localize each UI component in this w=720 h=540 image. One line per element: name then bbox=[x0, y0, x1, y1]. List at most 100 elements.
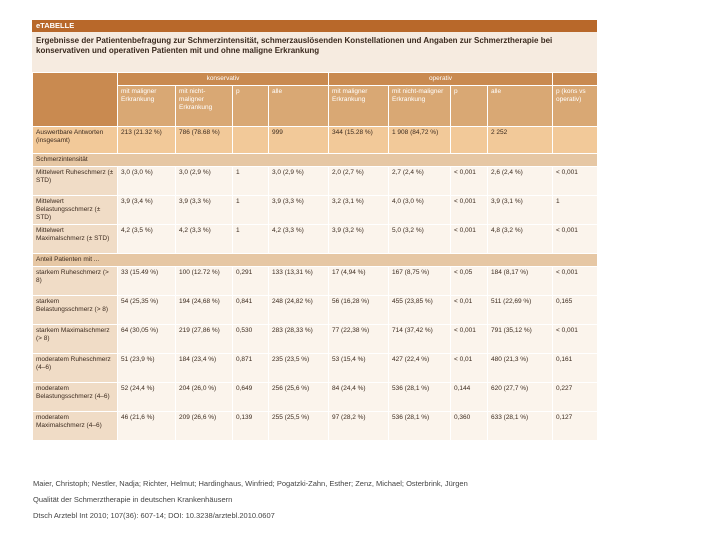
cell: < 0,001 bbox=[450, 195, 488, 225]
cell: < 0,05 bbox=[450, 266, 488, 296]
cell bbox=[552, 126, 597, 154]
cell: 0,139 bbox=[232, 411, 269, 441]
data-row: Mittelwert Belastungsschmerz (± STD) 3,9 … bbox=[32, 195, 597, 225]
row-label: Auswertbare Antworten (insgesamt) bbox=[32, 126, 118, 154]
group-header-row: konservativ operativ bbox=[32, 72, 597, 127]
data-row: moderatem Belastungsschmerz (4–6) 52 (24,… bbox=[32, 382, 597, 412]
row-label: Mittelwert Maximalschmerz (± STD) bbox=[32, 224, 118, 254]
cell: 536 (28,1 %) bbox=[388, 411, 451, 441]
cell: 1 bbox=[232, 166, 269, 196]
cell: 2,7 (2,4 %) bbox=[388, 166, 451, 196]
cell: 17 (4,94 %) bbox=[328, 266, 389, 296]
section-row: Anteil Patienten mit ... bbox=[32, 253, 597, 267]
data-row: moderatem Ruheschmerz (4–6) 51 (23,9 %) 18… bbox=[32, 353, 597, 383]
data-row: moderatem Maximalschmerz (4–6) 46 (21,6 %… bbox=[32, 411, 597, 441]
cell: 53 (15,4 %) bbox=[328, 353, 389, 383]
cell: < 0,001 bbox=[552, 166, 597, 196]
cell: 4,2 (3,5 %) bbox=[117, 224, 176, 254]
cell: 0,649 bbox=[232, 382, 269, 412]
cell: 0,530 bbox=[232, 324, 269, 354]
cell: < 0,01 bbox=[450, 353, 488, 383]
cell: 46 (21,6 %) bbox=[117, 411, 176, 441]
citation: Maier, Christoph; Nestler, Nadja; Richte… bbox=[33, 476, 468, 524]
cell: < 0,001 bbox=[450, 324, 488, 354]
cell: 3,0 (3,0 %) bbox=[117, 166, 176, 196]
citation-title: Qualität der Schmerztherapie in deutsche… bbox=[33, 495, 233, 504]
cell: 0,291 bbox=[232, 266, 269, 296]
cell: 64 (30,05 %) bbox=[117, 324, 176, 354]
figure: eTABELLE Ergebnisse der Patientenbefragu… bbox=[32, 20, 597, 441]
cell: 255 (25,5 %) bbox=[268, 411, 329, 441]
cell: 184 (23,4 %) bbox=[175, 353, 233, 383]
cell: 1 908 (84,72 %) bbox=[388, 126, 451, 154]
section-label: Schmerzintensität bbox=[32, 153, 597, 167]
cell: 194 (24,68 %) bbox=[175, 295, 233, 325]
cell: 786 (78.68 %) bbox=[175, 126, 233, 154]
cell bbox=[232, 126, 269, 154]
cell: 56 (16,28 %) bbox=[328, 295, 389, 325]
row-label: starkem Belastungsschmerz (> 8) bbox=[32, 295, 118, 325]
cell: 97 (28,2 %) bbox=[328, 411, 389, 441]
section-row: Schmerzintensität bbox=[32, 153, 597, 167]
column-header: mit nicht-maligner Erkrankung bbox=[175, 85, 233, 127]
cell: 480 (21,3 %) bbox=[487, 353, 553, 383]
cell: 1 bbox=[232, 224, 269, 254]
group-header: konservativ bbox=[117, 72, 329, 86]
row-label: moderatem Maximalschmerz (4–6) bbox=[32, 411, 118, 441]
data-row: Auswertbare Antworten (insgesamt) 213 (21… bbox=[32, 126, 597, 154]
cell: 256 (25,6 %) bbox=[268, 382, 329, 412]
cell: 33 (15.49 %) bbox=[117, 266, 176, 296]
cell: 3,9 (3,2 %) bbox=[328, 224, 389, 254]
cell: 3,0 (2,9 %) bbox=[268, 166, 329, 196]
cell: 167 (8,75 %) bbox=[388, 266, 451, 296]
data-row: starkem Ruheschmerz (> 8) 33 (15.49 %) 100… bbox=[32, 266, 597, 296]
cell: 455 (23,85 %) bbox=[388, 295, 451, 325]
cell: 51 (23,9 %) bbox=[117, 353, 176, 383]
cell: < 0,001 bbox=[552, 266, 597, 296]
row-label: moderatem Ruheschmerz (4–6) bbox=[32, 353, 118, 383]
cell: 427 (22,4 %) bbox=[388, 353, 451, 383]
citation-authors: Maier, Christoph; Nestler, Nadja; Richte… bbox=[33, 479, 468, 488]
cell: 133 (13,31 %) bbox=[268, 266, 329, 296]
cell: 0,841 bbox=[232, 295, 269, 325]
cell: 77 (22,38 %) bbox=[328, 324, 389, 354]
cell: 511 (22,69 %) bbox=[487, 295, 553, 325]
data-row: starkem Belastungsschmerz (> 8) 54 (25,35… bbox=[32, 295, 597, 325]
cell: 4,8 (3,2 %) bbox=[487, 224, 553, 254]
cell: 999 bbox=[268, 126, 329, 154]
cell: 2 252 bbox=[487, 126, 553, 154]
cell: 3,9 (3,3 %) bbox=[175, 195, 233, 225]
cell: 100 (12.72 %) bbox=[175, 266, 233, 296]
cell: 54 (25,35 %) bbox=[117, 295, 176, 325]
column-header: p bbox=[450, 85, 488, 127]
section-label: Anteil Patienten mit ... bbox=[32, 253, 597, 267]
cell: 52 (24,4 %) bbox=[117, 382, 176, 412]
cell: < 0,001 bbox=[450, 224, 488, 254]
cell: 1 bbox=[552, 195, 597, 225]
column-header: alle bbox=[268, 85, 329, 127]
cell: 2,0 (2,7 %) bbox=[328, 166, 389, 196]
figure-label: eTABELLE bbox=[32, 20, 597, 32]
cell: 1 bbox=[232, 195, 269, 225]
cell: 0,161 bbox=[552, 353, 597, 383]
group-header-blank bbox=[552, 72, 597, 86]
cell: < 0,01 bbox=[450, 295, 488, 325]
cell: < 0,001 bbox=[552, 324, 597, 354]
cell: 344 (15.28 %) bbox=[328, 126, 389, 154]
cell bbox=[450, 126, 488, 154]
corner-cell bbox=[32, 72, 118, 127]
cell: 3,9 (3,3 %) bbox=[268, 195, 329, 225]
row-label: starkem Ruheschmerz (> 8) bbox=[32, 266, 118, 296]
cell: 235 (23,5 %) bbox=[268, 353, 329, 383]
citation-source: Dtsch Arztebl Int 2010; 107(36): 607-14;… bbox=[33, 511, 275, 520]
column-header: mit nicht-maligner Erkrankung bbox=[388, 85, 451, 127]
cell: 633 (28,1 %) bbox=[487, 411, 553, 441]
cell: 4,0 (3,0 %) bbox=[388, 195, 451, 225]
cell: 791 (35,12 %) bbox=[487, 324, 553, 354]
column-header: p (kons vs operativ) bbox=[552, 85, 597, 127]
cell: 204 (26,0 %) bbox=[175, 382, 233, 412]
cell: < 0,001 bbox=[450, 166, 488, 196]
cell: 4,2 (3,3 %) bbox=[175, 224, 233, 254]
cell: 620 (27,7 %) bbox=[487, 382, 553, 412]
row-label: Mittelwert Ruheschmerz (± STD) bbox=[32, 166, 118, 196]
